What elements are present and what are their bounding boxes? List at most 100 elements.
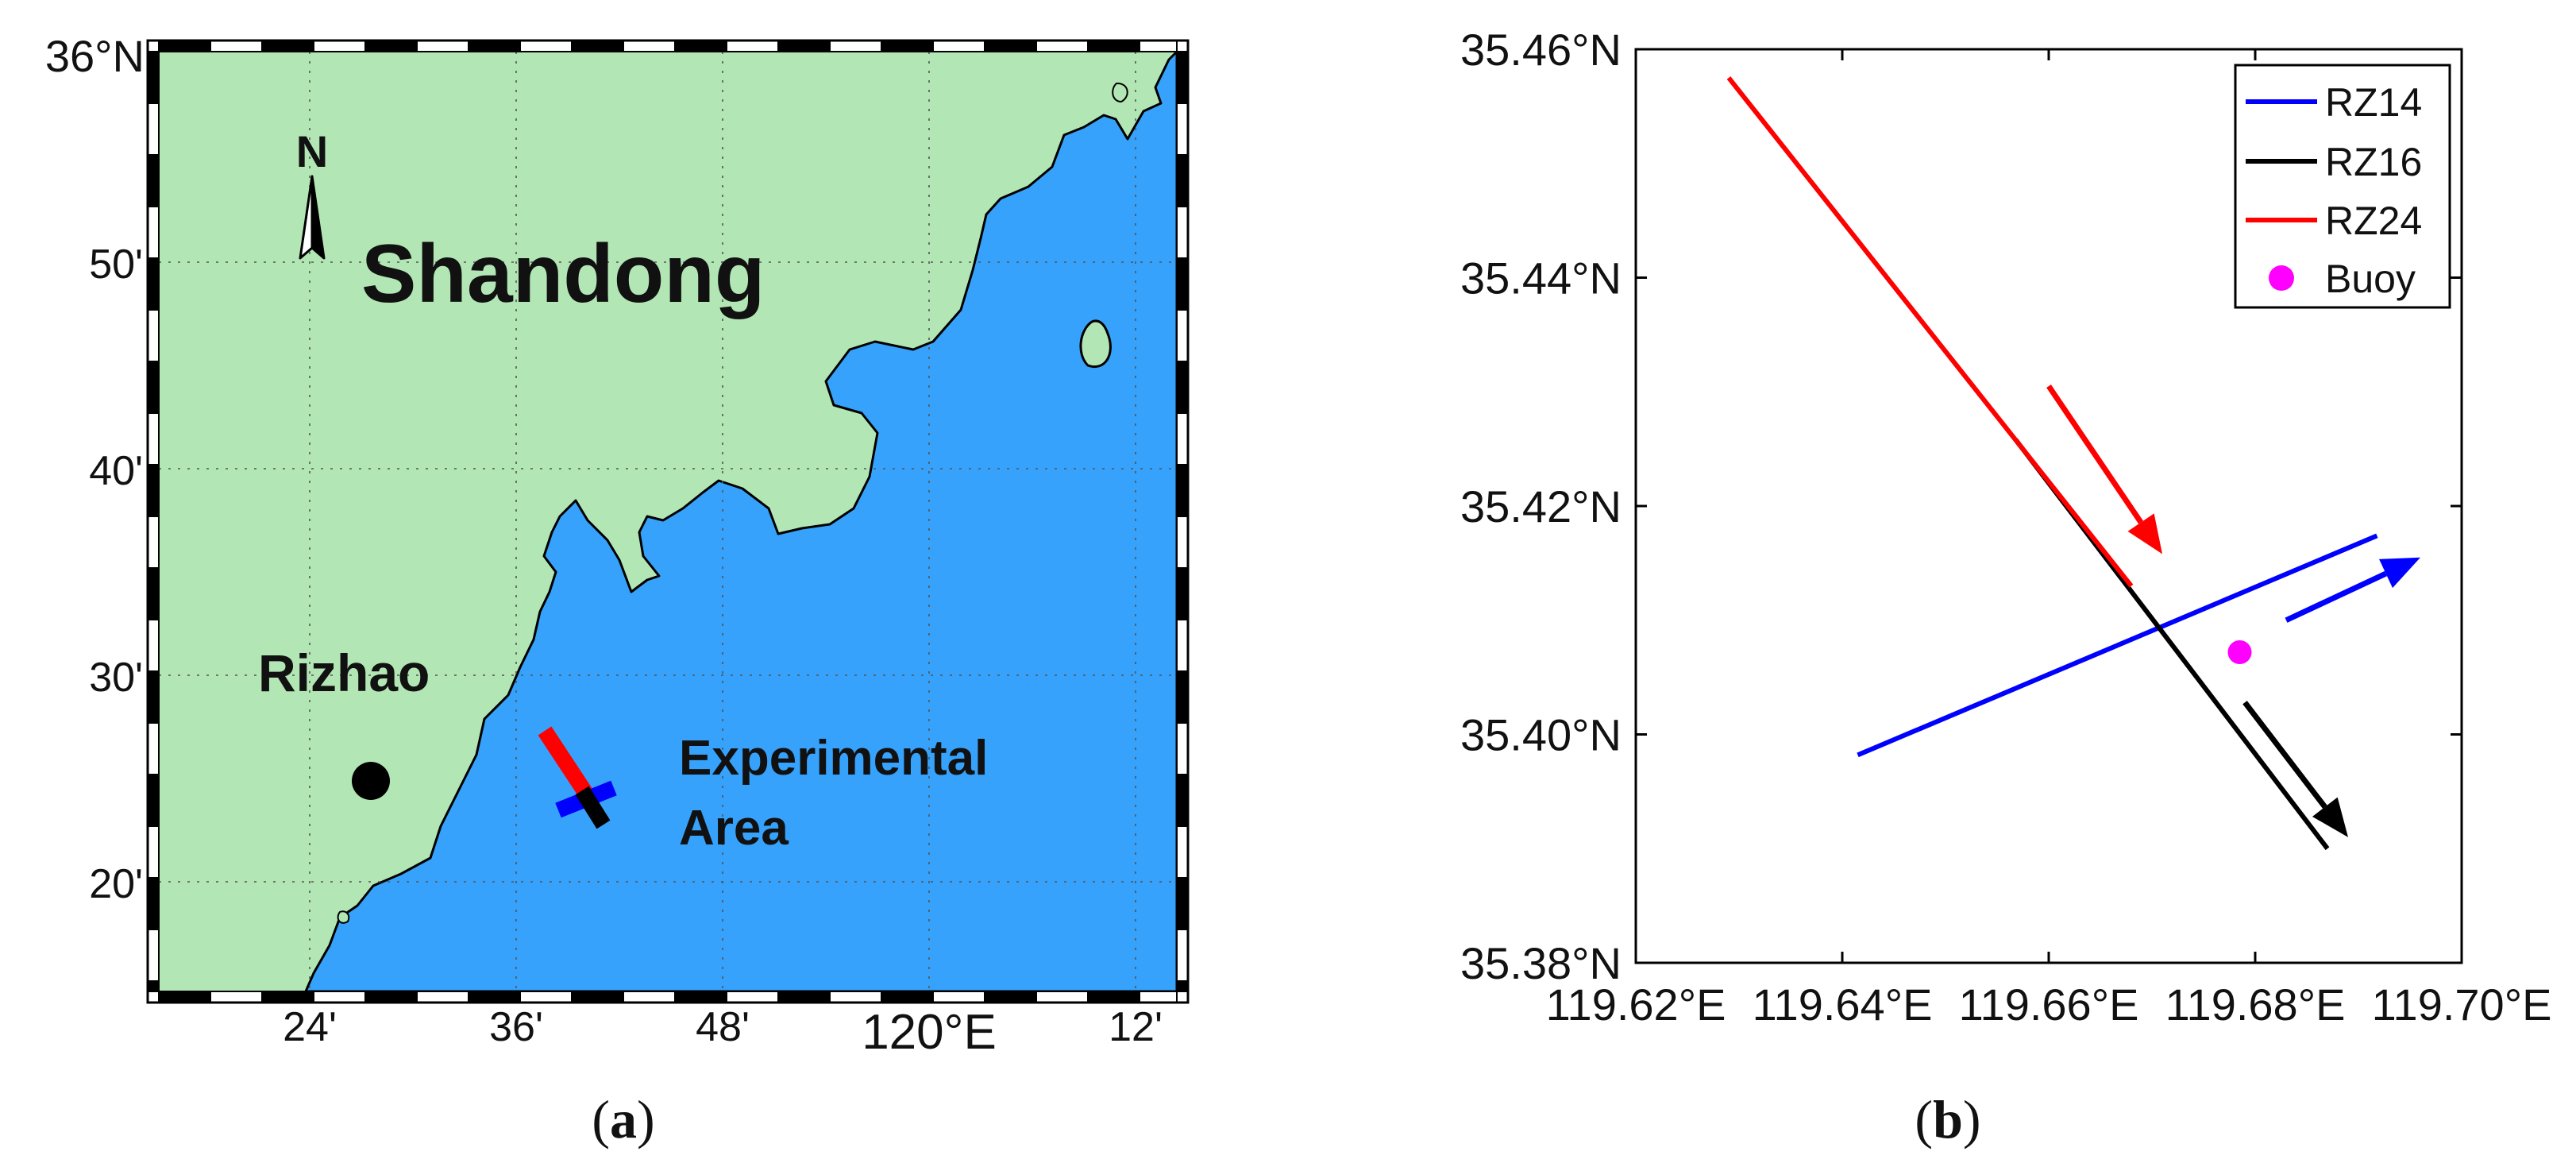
- frame-segment: [147, 825, 160, 879]
- frame-segment: [210, 991, 263, 1003]
- frame-segment: [468, 40, 521, 52]
- arrow-shaft-rz14: [2285, 570, 2388, 623]
- arrow-head-rz24: [2127, 513, 2162, 554]
- frame-segment: [881, 40, 934, 52]
- legend: RZ14 RZ16 RZ24 Buoy: [2234, 64, 2451, 309]
- frame-segment: [147, 980, 160, 992]
- frame-segment: [777, 991, 831, 1003]
- frame-segment: [1176, 361, 1189, 414]
- island: [1112, 82, 1128, 103]
- chart-series: [1726, 76, 2378, 851]
- series-line-rz14: [1857, 533, 2378, 758]
- frame-segment: [674, 40, 727, 52]
- frame-segment: [147, 516, 160, 569]
- chart-ticks: 119.62°E 119.64°E 119.66°E 119.68°E 119.70°E…: [1460, 25, 2551, 1030]
- north-label: N: [296, 126, 328, 176]
- frame-segment: [1176, 825, 1189, 879]
- frame-segment: [1176, 206, 1189, 259]
- frame-segment: [147, 206, 160, 259]
- frame-segment: [932, 991, 985, 1003]
- frame-segment: [147, 774, 160, 827]
- frame-segment: [313, 991, 366, 1003]
- city-label: Rizhao: [258, 643, 430, 702]
- frame-segment: [147, 102, 160, 156]
- frame-segment: [1176, 722, 1189, 775]
- frame-segment: [726, 40, 779, 52]
- frame-segment: [1087, 40, 1140, 52]
- frame-segment: [623, 991, 676, 1003]
- legend-swatch-buoy: [2269, 265, 2294, 291]
- island: [337, 910, 350, 924]
- frame-segment: [623, 40, 676, 52]
- frame-segment: [261, 40, 314, 52]
- marker-buoy: [2227, 640, 2252, 664]
- frame-segment: [571, 40, 624, 52]
- frame-segment: [210, 40, 263, 52]
- frame-segment: [1176, 877, 1189, 930]
- frame-segment: [1035, 40, 1089, 52]
- lat-label: 40': [89, 448, 143, 494]
- frame-segment: [1139, 991, 1178, 1003]
- lat-label: 20': [89, 861, 143, 907]
- frame-segment: [1176, 980, 1189, 992]
- lat-label: 30': [89, 655, 143, 701]
- lon-label: 36': [489, 1004, 543, 1050]
- north-arrow-icon: [299, 175, 326, 260]
- arrow-shaft-rz16: [2242, 701, 2327, 809]
- frame-segment: [1035, 991, 1089, 1003]
- frame-segment: [1176, 309, 1189, 362]
- frame-segment: [147, 412, 160, 466]
- arrow-head-rz16: [2312, 797, 2348, 837]
- frame-segment: [829, 40, 882, 52]
- frame-segment: [364, 991, 418, 1003]
- y-tick-label: 35.46°N: [1460, 25, 1622, 75]
- frame-segment: [1176, 51, 1189, 104]
- y-tick-label: 35.40°N: [1460, 710, 1622, 760]
- frame-segment: [1176, 154, 1189, 207]
- frame-segment: [147, 309, 160, 362]
- frame-segment: [1139, 40, 1178, 52]
- frame-segment: [147, 361, 160, 414]
- city-marker: [352, 762, 390, 800]
- map-frame: [146, 39, 1190, 1004]
- frame-segment: [829, 991, 882, 1003]
- frame-segment: [1176, 670, 1189, 724]
- frame-segment: [147, 567, 160, 620]
- island: [1079, 319, 1112, 369]
- area-label-line1: Experimental: [679, 731, 988, 786]
- series-line-rz24: [1726, 76, 2134, 588]
- frame-segment: [158, 991, 211, 1003]
- lon-label: 24': [283, 1004, 337, 1050]
- map-panel: N Shandong Rizhao Experimental Area 36°N…: [45, 31, 1190, 1149]
- x-tick-label: 119.70°E: [2372, 979, 2552, 1030]
- frame-segment: [1176, 102, 1189, 156]
- frame-segment: [147, 877, 160, 930]
- frame-segment: [1176, 412, 1189, 466]
- map-track-rz24: [538, 726, 596, 803]
- x-tick-label: 119.64°E: [1753, 979, 1933, 1030]
- frame-segment: [147, 722, 160, 775]
- frame-segment: [416, 991, 469, 1003]
- frame-segment: [261, 991, 314, 1003]
- frame-segment: [571, 991, 624, 1003]
- frame-segment: [147, 619, 160, 672]
- frame-segment: [147, 929, 160, 982]
- x-tick-label: 119.66°E: [1959, 979, 2139, 1030]
- arrow-head-rz14: [2379, 557, 2420, 589]
- frame-segment: [1087, 991, 1140, 1003]
- x-tick-label: 119.68°E: [2165, 979, 2346, 1030]
- chart-panel: 119.62°E 119.64°E 119.66°E 119.68°E 119.70°E…: [1460, 25, 2551, 1149]
- frame-outline: [146, 39, 1190, 1004]
- caption-b: (b): [1915, 1089, 1980, 1149]
- arrow-shaft-rz24: [2046, 384, 2143, 524]
- y-tick-label: 35.42°N: [1460, 481, 1622, 531]
- frame-segment: [1176, 567, 1189, 620]
- map-track-rz16: [575, 786, 611, 829]
- legend-label-rz24: RZ24: [2325, 199, 2422, 243]
- frame-segment: [519, 991, 573, 1003]
- caption-a: (a): [592, 1089, 654, 1149]
- frame-segment: [416, 40, 469, 52]
- frame-segment: [881, 991, 934, 1003]
- frame-segment: [147, 257, 160, 311]
